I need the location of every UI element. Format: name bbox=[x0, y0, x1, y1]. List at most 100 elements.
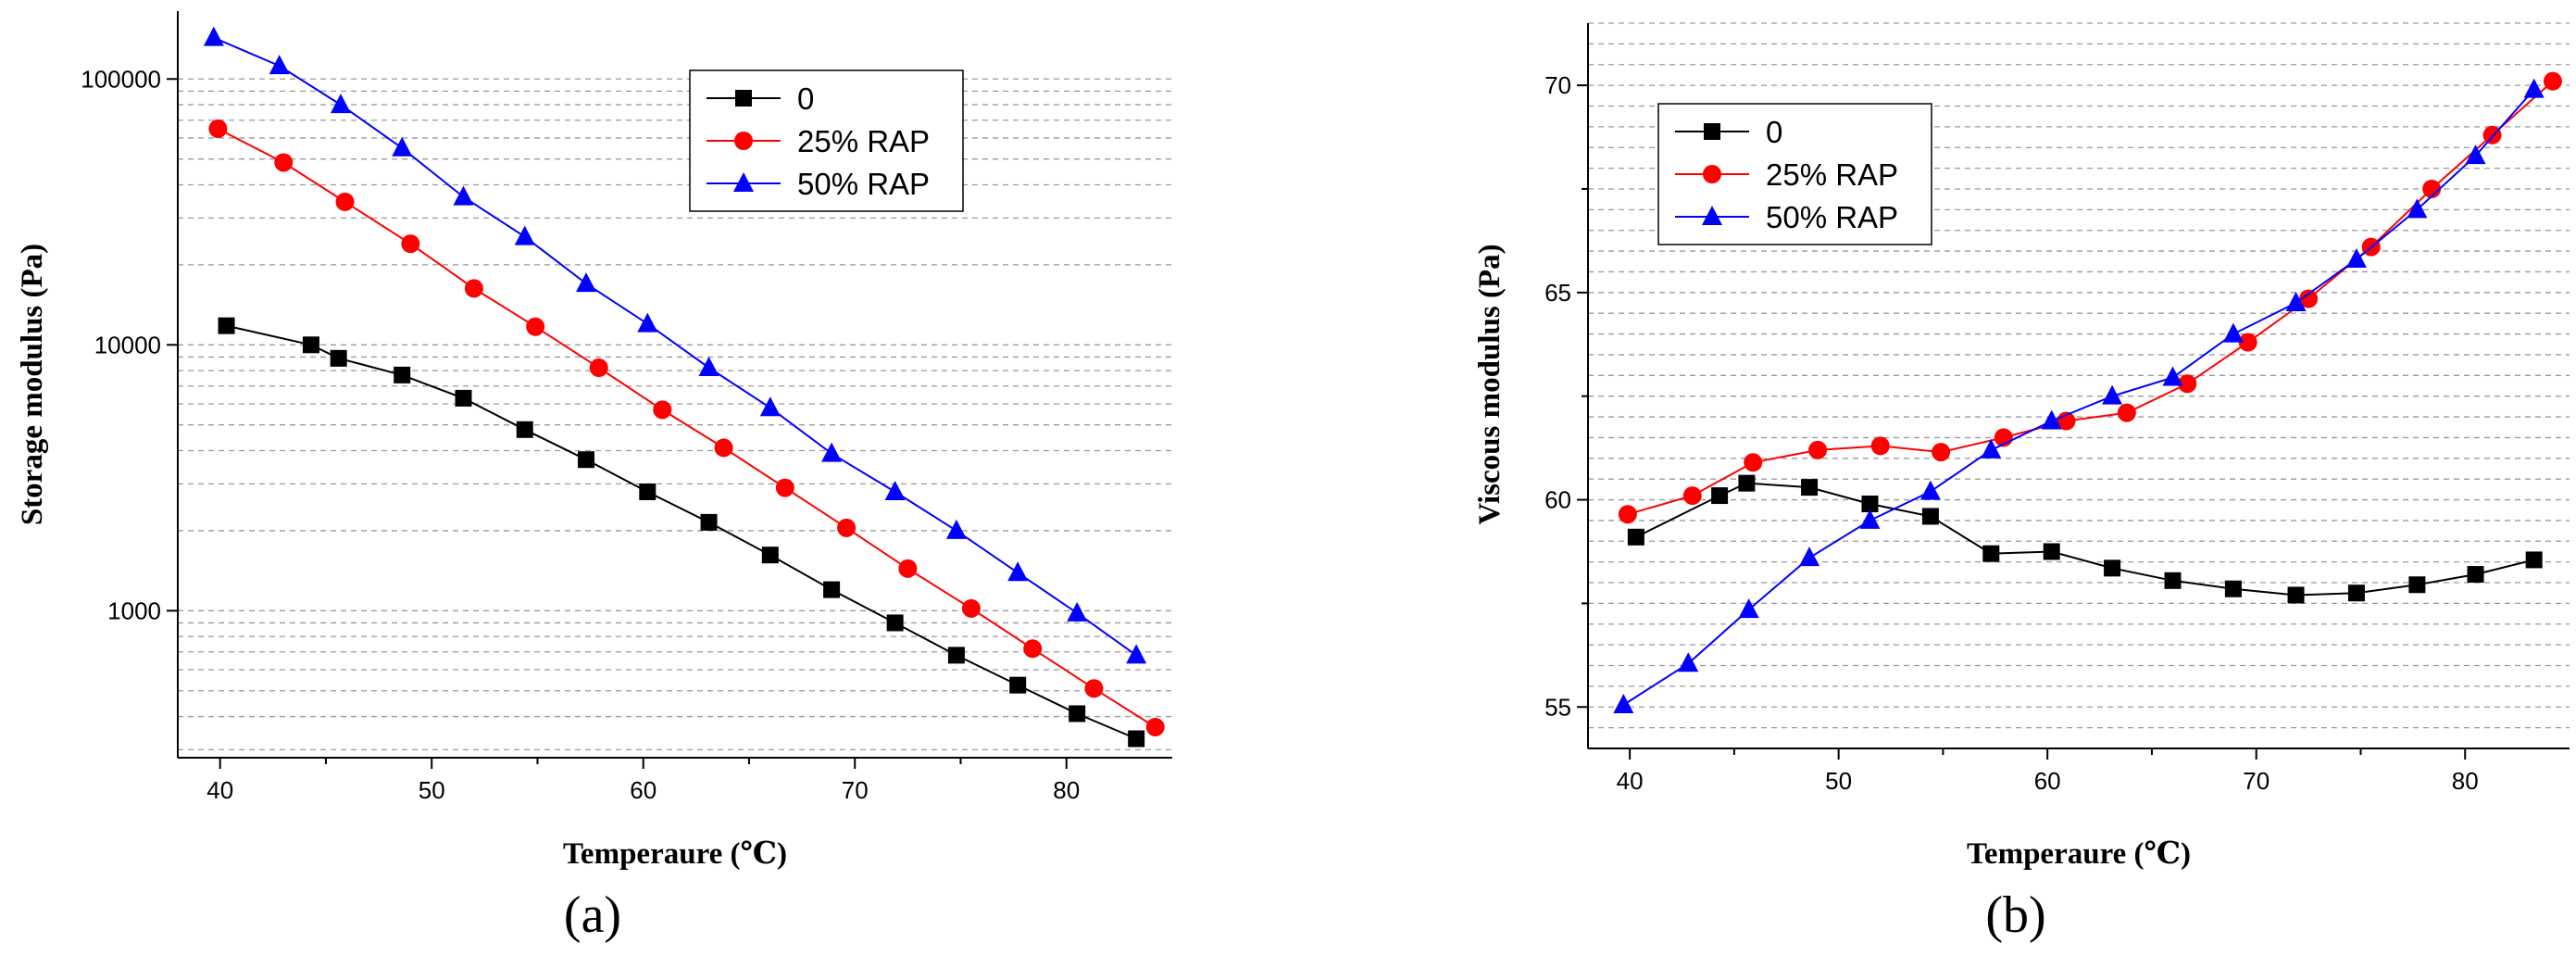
x-tick-label: 40 bbox=[206, 776, 233, 804]
data-point bbox=[821, 442, 843, 462]
data-point bbox=[578, 451, 595, 469]
legend: 0 25% RAP 50% RAP bbox=[689, 69, 964, 212]
chart-panel-b: 40 50 60 70 80 55 60 65 70 Temperaure (℃) Viscous … bbox=[1288, 0, 2576, 955]
data-point bbox=[335, 192, 355, 211]
data-point bbox=[1618, 505, 1637, 524]
data-point bbox=[1859, 509, 1881, 529]
x-tick-label: 70 bbox=[842, 776, 869, 804]
data-point bbox=[2407, 198, 2428, 219]
data-point bbox=[2222, 322, 2244, 343]
panel-label: (a) bbox=[564, 886, 621, 944]
data-point bbox=[1801, 479, 1819, 496]
viscous-modulus-chart: 40 50 60 70 80 55 60 65 70 Temperaure (℃) Viscous … bbox=[1473, 22, 2570, 944]
data-point bbox=[1613, 694, 1634, 714]
data-point bbox=[589, 358, 608, 378]
data-point bbox=[1982, 545, 2000, 562]
data-point bbox=[1009, 676, 1027, 694]
data-point bbox=[637, 312, 658, 333]
data-point bbox=[218, 317, 235, 334]
data-point bbox=[1682, 486, 1702, 506]
data-point bbox=[1738, 474, 1756, 492]
data-point bbox=[302, 336, 319, 354]
data-point bbox=[274, 153, 294, 172]
data-point bbox=[394, 366, 411, 383]
series-25-rap bbox=[208, 119, 1165, 736]
data-point bbox=[464, 279, 483, 298]
data-point bbox=[2422, 179, 2442, 198]
data-point bbox=[1678, 652, 1699, 672]
data-point bbox=[208, 119, 228, 138]
data-point bbox=[453, 185, 474, 206]
chart-panel-a: 40 50 60 70 80 1000 10000 100000 Temperaure (℃) S… bbox=[16, 11, 1172, 944]
series-50-rap bbox=[1613, 78, 2545, 714]
series-line bbox=[217, 128, 1157, 728]
series-line bbox=[1635, 482, 2534, 597]
legend-label: 50% RAP bbox=[1766, 200, 1898, 234]
data-point bbox=[700, 513, 718, 531]
series-0 bbox=[218, 317, 1145, 748]
data-point bbox=[1808, 440, 1828, 459]
data-point bbox=[1627, 528, 1644, 546]
data-point bbox=[1023, 639, 1043, 659]
data-point bbox=[2467, 566, 2484, 584]
series-50-rap bbox=[203, 26, 1147, 664]
legend-marker bbox=[1704, 123, 1720, 140]
data-point bbox=[823, 581, 841, 598]
series-line bbox=[213, 36, 1137, 657]
data-point bbox=[1870, 436, 1890, 456]
y-tick-label: 60 bbox=[1544, 486, 1571, 514]
data-point bbox=[1069, 705, 1086, 723]
data-point bbox=[2224, 580, 2242, 597]
data-point bbox=[2543, 71, 2562, 91]
legend: 0 25% RAP 50% RAP bbox=[1657, 103, 1932, 245]
data-point bbox=[759, 396, 781, 417]
data-point bbox=[714, 438, 733, 458]
data-point bbox=[1067, 601, 1088, 622]
data-point bbox=[1921, 508, 1939, 525]
x-tick-label: 60 bbox=[2034, 767, 2061, 795]
data-point bbox=[516, 421, 533, 438]
data-point bbox=[2104, 559, 2121, 577]
data-point bbox=[401, 234, 420, 254]
data-point bbox=[576, 272, 597, 293]
data-point bbox=[884, 480, 906, 500]
panel-label: (b) bbox=[1985, 886, 2045, 944]
data-point bbox=[2408, 576, 2426, 594]
data-point bbox=[1861, 496, 1879, 513]
y-axis-title: Viscous modulus (Pa) bbox=[1473, 244, 1507, 524]
data-point bbox=[330, 349, 347, 367]
data-point bbox=[947, 647, 965, 664]
data-point bbox=[2347, 584, 2365, 602]
data-point bbox=[1711, 487, 1729, 505]
data-point bbox=[2041, 409, 2062, 430]
series-line bbox=[226, 324, 1137, 740]
data-point bbox=[945, 519, 967, 539]
y-tick-label: 70 bbox=[1544, 71, 1571, 99]
x-tick-label: 40 bbox=[1617, 767, 1644, 795]
data-point bbox=[837, 518, 857, 537]
data-point bbox=[1932, 443, 1951, 462]
data-point bbox=[2345, 248, 2367, 269]
legend-marker bbox=[1702, 206, 1722, 225]
data-point bbox=[526, 317, 545, 336]
data-point bbox=[639, 483, 657, 500]
x-axis-title: Temperaure (℃) bbox=[563, 837, 787, 871]
legend-label: 25% RAP bbox=[1766, 157, 1898, 192]
data-point bbox=[1084, 679, 1104, 698]
legend-label: 50% RAP bbox=[797, 167, 930, 201]
data-point bbox=[2285, 292, 2307, 312]
legend-label: 0 bbox=[797, 82, 814, 116]
data-point bbox=[2162, 366, 2183, 386]
data-point bbox=[2043, 543, 2060, 560]
y-tick-label: 55 bbox=[1544, 693, 1571, 721]
x-tick-label: 60 bbox=[630, 776, 657, 804]
legend-marker bbox=[734, 132, 753, 150]
legend-label: 25% RAP bbox=[797, 124, 930, 158]
data-point bbox=[455, 389, 472, 407]
data-point bbox=[2102, 384, 2123, 405]
data-point bbox=[886, 614, 904, 632]
data-point bbox=[1738, 598, 1759, 619]
data-point bbox=[1128, 730, 1145, 748]
data-point bbox=[1799, 547, 1820, 567]
data-point bbox=[775, 478, 794, 497]
